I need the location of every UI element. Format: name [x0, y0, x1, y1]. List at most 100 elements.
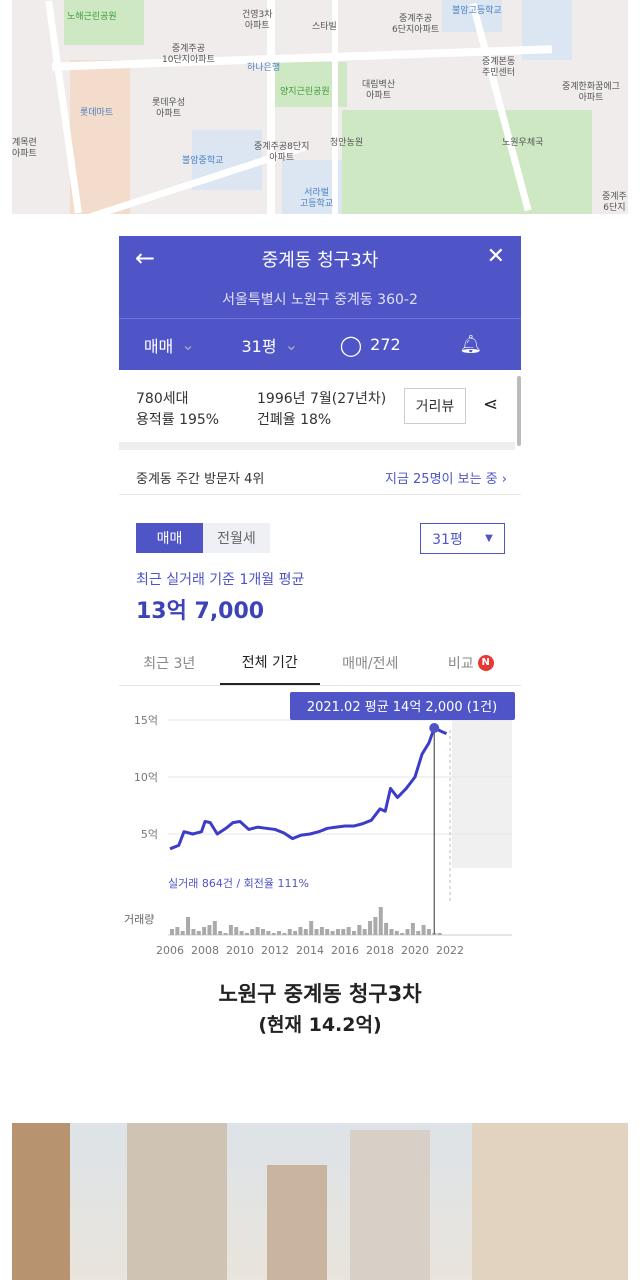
map-label[interactable]: 불암고등학교 — [452, 6, 502, 16]
volume-bar — [309, 921, 314, 935]
tab-compare-label: 비교 — [447, 655, 474, 672]
trade-toggle: 매매 전월세 — [136, 523, 270, 553]
volume-bar — [384, 923, 389, 935]
volume-bar — [319, 927, 324, 935]
volume-bar — [335, 929, 340, 935]
map-label[interactable]: 노원우체국 — [502, 138, 544, 148]
toggle-rent[interactable]: 전월세 — [203, 523, 270, 553]
map-label[interactable]: 양지근린공원 — [280, 87, 330, 97]
volume-bar — [426, 929, 431, 935]
map-label[interactable]: 불암중학교 — [182, 156, 224, 166]
bell-icon: 🔔︎ — [459, 334, 483, 355]
x-tick-label: 2020 — [401, 944, 429, 957]
tab-compare[interactable]: 비교 N — [421, 640, 522, 685]
volume-bar — [175, 927, 180, 935]
map-label[interactable]: 롯데우성 아파트 — [152, 98, 186, 119]
tab-recent-3y[interactable]: 최근 3년 — [143, 655, 196, 672]
map-label[interactable]: 중계주공8단지 아파트 — [254, 142, 310, 163]
volume-bar — [373, 917, 378, 935]
map-label[interactable]: 롯데마트 — [80, 108, 114, 118]
volume-bar — [325, 929, 330, 935]
map-label[interactable]: 청안농원 — [330, 138, 364, 148]
price-line — [169, 726, 448, 851]
tab-sale-jeonse[interactable]: 매매/전세 — [342, 655, 399, 672]
volume-bar — [282, 933, 287, 935]
map-label[interactable]: 하나은행 — [247, 63, 281, 73]
apartment-photo — [12, 1123, 628, 1280]
comments-button[interactable]: ◯ 272 — [320, 333, 421, 357]
toggle-sale[interactable]: 매매 — [136, 523, 203, 553]
address: 서울특별시 노원구 중계동 360-2 — [222, 292, 418, 308]
tooltip-box — [290, 692, 515, 720]
volume-bar — [170, 929, 174, 935]
price-chart[interactable]: 2021.02 평균 14억 2,000 (1건) 실거래 864건 / 회전율… — [110, 690, 530, 970]
volume-bar — [389, 929, 394, 935]
volume-label: 거래량 — [124, 913, 154, 926]
x-tick-label: 2006 — [156, 944, 184, 957]
coverage-ratio: 건폐율 18% — [257, 412, 332, 428]
new-badge: N — [477, 654, 494, 671]
back-arrow-icon[interactable]: ← — [135, 244, 156, 272]
volume-bar — [239, 931, 244, 935]
trade-type-dropdown[interactable]: 매매 ⌄ — [119, 333, 220, 357]
map-label[interactable]: 대림벽산 아파트 — [362, 80, 396, 101]
volume-bar — [437, 933, 442, 935]
volume-bar — [202, 927, 207, 935]
x-tick-label: 2022 — [436, 944, 464, 957]
viewing-now-link[interactable]: 지금 25명이 보는 중 › — [385, 468, 507, 487]
map-label[interactable]: 중계주 6단지 — [602, 192, 627, 213]
volume-bar — [287, 929, 292, 935]
map-label[interactable]: 건영3차 아파트 — [242, 10, 273, 31]
x-tick-label: 2008 — [191, 944, 219, 957]
volume-bar — [223, 933, 228, 935]
volume-bar — [271, 933, 276, 935]
floor-area-ratio: 용적률 195% — [136, 412, 220, 428]
caption-title: 노원구 중계동 청구3차 — [218, 982, 422, 1006]
volume-bar — [421, 925, 426, 935]
volume-bar — [218, 931, 223, 935]
x-tick-label: 2018 — [366, 944, 394, 957]
map-label[interactable]: 스타빌 — [312, 22, 337, 32]
tab-all-period[interactable]: 전체 기간 — [219, 640, 320, 685]
volume-bar — [303, 929, 308, 935]
volume-bar — [362, 929, 367, 935]
period-tabs: 최근 3년 전체 기간 매매/전세 비교 N — [119, 640, 521, 686]
volume-bar — [314, 929, 319, 935]
volume-bar — [196, 931, 201, 935]
size-dropdown[interactable]: 31평 ⌄ — [220, 333, 321, 357]
map-label[interactable]: 중계본동 주민센터 — [482, 57, 516, 78]
y-tick-label: 5억 — [141, 828, 158, 841]
size-select-value: 31평 — [432, 531, 463, 548]
selected-point — [429, 722, 440, 733]
map-label[interactable]: 중계한화꿈에그 아파트 — [562, 82, 620, 103]
close-icon[interactable]: ✕ — [486, 244, 505, 269]
map-label[interactable]: 중계주공 6단지아파트 — [392, 14, 440, 35]
volume-bar — [234, 927, 239, 935]
map-label[interactable]: 노해근린공원 — [67, 12, 117, 22]
notification-bell-button[interactable]: 🔔︎ — [421, 334, 522, 355]
map-label[interactable]: 중계주공 10단지아파트 — [162, 44, 215, 65]
scrollbar[interactable] — [517, 376, 521, 446]
volume-bar — [255, 927, 260, 935]
volume-bar — [191, 929, 196, 935]
viewing-now-text: 지금 25명이 보는 중 — [384, 472, 498, 487]
map-label[interactable]: 계목련 아파트 — [12, 138, 37, 159]
forecast-area — [452, 720, 512, 868]
tooltip-text: 2021.02 평균 14억 2,000 (1건) — [307, 700, 497, 715]
volume-bar — [293, 931, 298, 935]
share-icon[interactable]: ⋖ — [483, 394, 499, 415]
caption-price: (현재 14.2억) — [258, 1014, 382, 1036]
street-view-button[interactable]: 거리뷰 — [404, 388, 466, 424]
households: 780세대 — [136, 391, 189, 407]
volume-bar — [244, 933, 249, 935]
volume-bar — [352, 931, 356, 935]
chevron-right-icon: › — [501, 472, 507, 487]
x-tick-label: 2012 — [261, 944, 289, 957]
x-tick-label: 2010 — [226, 944, 254, 957]
caret-down-icon: ▼ — [485, 533, 493, 544]
volume-bar — [416, 931, 421, 935]
map-label[interactable]: 서라벌 고등학교 — [300, 188, 334, 209]
size-select[interactable]: 31평 ▼ — [420, 523, 505, 554]
volume-bar — [266, 931, 271, 935]
